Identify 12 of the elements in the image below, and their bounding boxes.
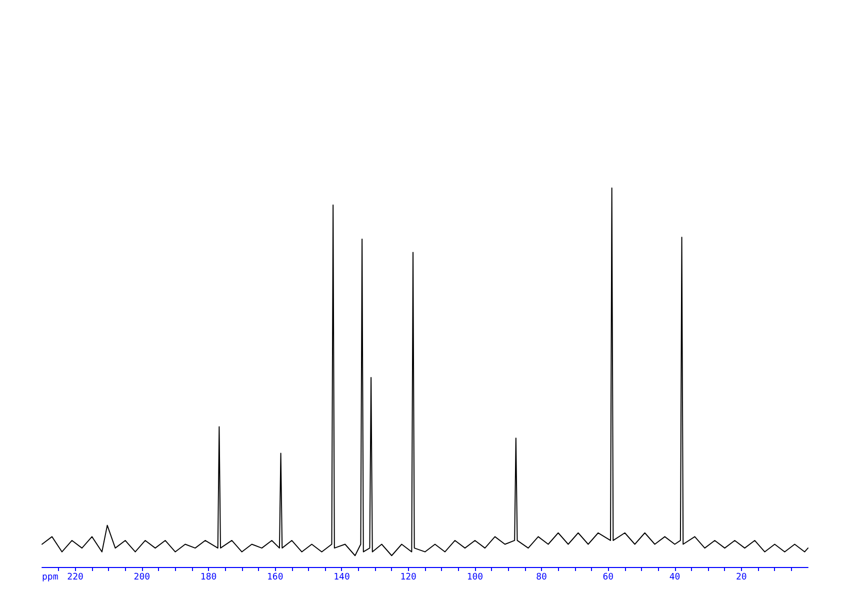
x-tick-label: 60 — [602, 572, 614, 582]
x-axis-title: ppm — [42, 572, 58, 582]
x-tick-label: 220 — [67, 572, 84, 582]
x-tick-label: 120 — [400, 572, 416, 582]
x-tick-label: 80 — [536, 572, 547, 582]
x-tick-label: 140 — [334, 572, 350, 582]
x-tick-label: 200 — [134, 572, 150, 582]
x-tick-label: 40 — [669, 572, 680, 582]
x-tick-label: 180 — [200, 572, 217, 582]
x-tick-label: 100 — [466, 572, 484, 582]
x-tick-label: 20 — [736, 572, 747, 582]
x-tick-label: 160 — [267, 572, 284, 582]
